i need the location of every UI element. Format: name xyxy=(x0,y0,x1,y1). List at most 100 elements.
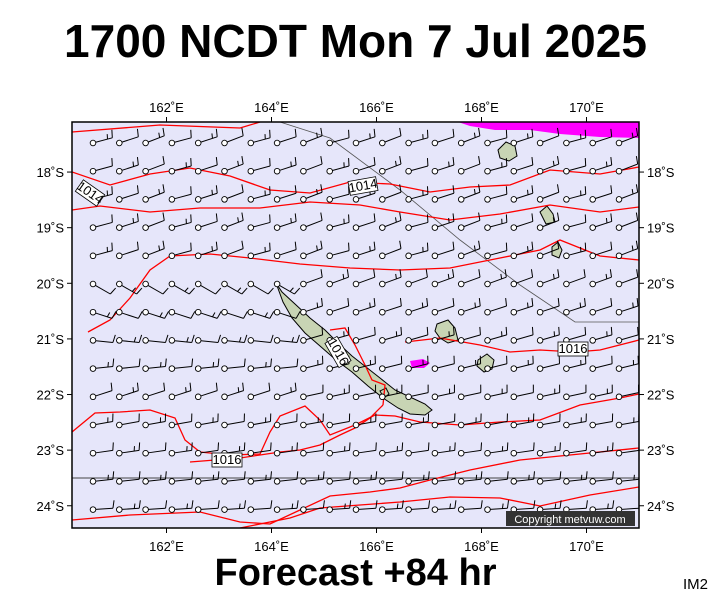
wind-barb xyxy=(116,213,139,231)
wind-barb xyxy=(168,214,192,231)
wind-barb xyxy=(221,413,245,429)
wind-barb xyxy=(484,384,508,401)
lat-tick-label: 22˚S xyxy=(647,388,675,403)
map-title: 1700 NCDT Mon 7 Jul 2025 xyxy=(64,15,647,67)
isobar-line xyxy=(72,447,639,525)
wind-barb xyxy=(379,212,402,231)
wind-barb xyxy=(142,184,165,203)
wind-barb xyxy=(300,240,323,260)
wind-barb xyxy=(300,298,323,316)
wind-barb xyxy=(405,129,429,147)
wind-barb xyxy=(247,334,274,344)
wind-barb xyxy=(431,384,455,401)
wind-barb xyxy=(221,212,244,231)
wind-barb xyxy=(194,241,218,260)
lon-tick-label: 170˚E xyxy=(569,100,604,115)
wind-barb xyxy=(379,156,402,175)
precipitation-area xyxy=(458,122,639,138)
wind-barb xyxy=(142,308,170,319)
wind-barb xyxy=(326,129,350,147)
wind-barb xyxy=(589,471,614,485)
wind-barb xyxy=(484,326,508,344)
wind-barb xyxy=(484,413,508,429)
wind-barb xyxy=(379,384,403,401)
wind-barb xyxy=(326,186,350,203)
wind-barb xyxy=(168,158,192,175)
wind-barb xyxy=(484,471,509,485)
wind-barb xyxy=(536,212,560,231)
wind-barb xyxy=(457,384,482,401)
wind-barb xyxy=(352,213,376,231)
wind-barb xyxy=(194,334,222,344)
wind-barb xyxy=(457,184,481,203)
wind-barb xyxy=(379,471,404,485)
lon-tick-label: 168˚E xyxy=(464,100,499,115)
wind-barb xyxy=(352,269,376,288)
wind-barb xyxy=(589,128,613,147)
wind-barb xyxy=(379,413,403,429)
wind-barb xyxy=(247,129,271,147)
wind-barb xyxy=(300,384,324,401)
wind-barb xyxy=(563,442,588,457)
wind-barb xyxy=(247,186,271,203)
wind-barb xyxy=(273,128,297,147)
wind-barb xyxy=(457,269,481,288)
isobar-line xyxy=(404,337,639,353)
forecast-label: Forecast +84 hr xyxy=(214,552,497,594)
wind-barb xyxy=(615,156,639,175)
wind-barb xyxy=(352,241,376,260)
wind-barb xyxy=(142,212,165,231)
wind-barb xyxy=(300,471,325,485)
lat-tick-label: 21˚S xyxy=(37,332,65,347)
wind-barb xyxy=(89,358,115,372)
wind-barb xyxy=(643,243,665,259)
image-id-label: IM2 xyxy=(682,576,708,593)
wind-barb xyxy=(510,185,534,203)
wind-barb xyxy=(247,442,272,457)
isobar-line xyxy=(72,201,639,221)
wind-barb xyxy=(116,471,141,485)
wind-barb xyxy=(300,184,323,203)
wind-barb xyxy=(536,355,561,372)
wind-barb xyxy=(510,355,534,372)
wind-barb xyxy=(221,156,244,175)
wind-barb xyxy=(484,186,508,203)
wind-barb xyxy=(273,213,297,231)
wind-barb xyxy=(431,128,455,147)
wind-barb xyxy=(273,471,299,485)
wind-barb xyxy=(510,471,535,485)
wind-barb xyxy=(247,280,274,295)
wind-barb xyxy=(352,157,376,175)
wind-barb xyxy=(89,442,114,457)
wind-barb xyxy=(116,413,140,429)
wind-barb xyxy=(352,384,377,401)
wind-barb xyxy=(431,241,455,260)
wind-barb xyxy=(615,240,639,260)
wind-barb xyxy=(589,326,613,344)
wind-barb xyxy=(510,384,534,401)
island-grande-terre xyxy=(275,282,433,416)
wind-barb xyxy=(168,308,196,319)
wind-barb xyxy=(563,355,587,372)
wind-barb xyxy=(431,500,457,513)
wind-barb xyxy=(168,334,195,344)
wind-barb xyxy=(142,442,167,457)
wind-barb xyxy=(142,156,165,175)
wind-barb xyxy=(194,157,218,175)
wind-barb xyxy=(484,355,508,372)
wind-barb xyxy=(221,442,246,457)
lat-tick-label: 20˚S xyxy=(647,276,675,291)
wind-barb xyxy=(431,157,455,175)
isobar-label: 1014 xyxy=(74,178,106,207)
wind-barb xyxy=(379,127,402,147)
wind-barb xyxy=(352,355,376,372)
wind-barb xyxy=(457,471,483,485)
wind-barb xyxy=(431,269,455,288)
wind-barb xyxy=(247,242,271,260)
wind-barb xyxy=(484,129,508,147)
wind-barb xyxy=(484,500,510,513)
wind-barb xyxy=(589,241,613,260)
wind-barb xyxy=(510,269,534,288)
wind-barb xyxy=(300,442,325,457)
wind-barb xyxy=(89,242,113,260)
